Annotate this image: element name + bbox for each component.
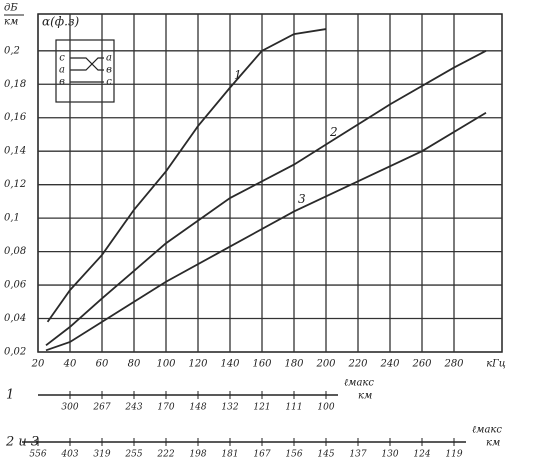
scale-label: 403 [60,450,78,460]
scale-label: 170 [157,403,174,413]
x-tick-label: 160 [252,359,272,370]
curve-label: 3 [298,192,306,206]
curve [45,111,487,352]
x-tick-label: 240 [379,359,400,370]
inset-label: а [106,53,112,64]
scale-label: 319 [93,450,110,460]
inset-label: а [59,65,65,76]
inset-label: в [106,65,112,76]
scale-label: 167 [253,450,270,460]
scale-unit: км [358,391,372,402]
y-tick-label: 0,06 [4,280,27,291]
scale-label: 222 [156,450,174,460]
x-tick-label: 260 [411,359,432,370]
y-unit: км [4,17,18,28]
scale-label: 556 [29,450,46,460]
x-tick-label: 60 [96,359,109,370]
curve-label: 2 [329,125,338,139]
scale-label: 181 [221,450,238,460]
inset-wires [70,57,104,83]
curve-label: 1 [234,68,242,82]
scale-label: 300 [61,403,78,413]
y-tick-label: 0,12 [4,179,26,190]
x-tick-label: 180 [284,359,304,370]
scale-label: 137 [349,450,366,460]
x-tick-label: 200 [315,359,336,370]
scale-label: 148 [189,403,206,413]
y-tick-label: 0,04 [4,313,26,324]
y-tick-label: 0,1 [4,213,20,224]
x-tick-label: 80 [128,359,141,370]
scale-label: 243 [124,403,142,413]
inset-label: в [59,77,65,88]
scale-label: 119 [445,450,462,460]
scale-label: 156 [285,450,302,460]
x-unit: кГц [486,359,506,370]
scale-unit: км [486,438,500,449]
x-tick-label: 220 [347,359,368,370]
inset-label: с [106,77,112,88]
y-tick-label: 0,02 [4,347,26,358]
y-tick-label: 0,08 [4,246,26,257]
scale-label: 198 [189,450,206,460]
scale-label: 121 [253,403,270,413]
x-tick-label: 100 [156,359,176,370]
scale-label: 132 [221,403,238,413]
y-tick-label: 0,2 [4,45,20,56]
y-tick-label: 0,16 [4,112,27,123]
y-unit: дБ [4,3,18,14]
scale-label: 124 [413,450,430,460]
scale-label: 255 [124,450,142,460]
x-tick-label: 120 [188,359,208,370]
scale-label: 111 [285,403,302,413]
scale-title: ℓмакс [472,425,502,436]
x-tick-label: 40 [63,359,77,370]
scale-label: 267 [92,403,110,413]
scale-label: 130 [381,450,398,460]
scale-label: 100 [317,403,334,413]
y-tick-label: 0,14 [4,146,26,157]
scale-name: 1 [6,388,14,403]
x-tick-label: 140 [220,359,240,370]
y-tick-label: 0,18 [4,79,26,90]
curve [46,28,327,323]
scale-label: 145 [317,450,334,460]
curve [45,50,487,347]
scale-title: ℓмакс [344,378,374,389]
x-tick-label: 280 [443,359,464,370]
x-tick-label: 20 [31,359,45,370]
inset-label: с [59,53,65,64]
y-label: α(ф.з) [42,15,80,29]
